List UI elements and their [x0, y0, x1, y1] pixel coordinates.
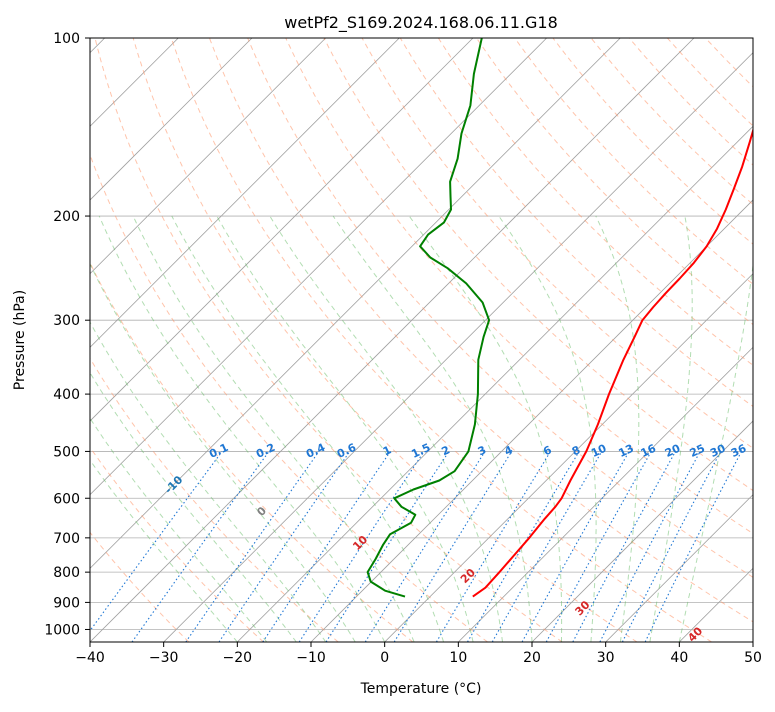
x-tick-label: −10 — [296, 650, 326, 666]
y-tick-label: 200 — [53, 209, 80, 225]
y-tick-label: 300 — [53, 313, 80, 329]
y-tick-label: 1000 — [44, 622, 80, 638]
y-axis-label: Pressure (hPa) — [12, 290, 28, 390]
x-tick-label: −40 — [75, 650, 105, 666]
x-tick-label: 0 — [380, 650, 389, 666]
y-tick-label: 100 — [53, 31, 80, 47]
y-tick-label: 400 — [53, 387, 80, 403]
y-tick-label: 800 — [53, 565, 80, 581]
chart-title: wetPf2_S169.2024.168.06.11.G18 — [284, 13, 558, 33]
y-tick-label: 900 — [53, 595, 80, 611]
x-tick-label: 50 — [744, 650, 762, 666]
x-tick-label: 40 — [670, 650, 688, 666]
x-axis-label: Temperature (°C) — [360, 681, 482, 697]
x-tick-label: 10 — [449, 650, 467, 666]
y-tick-label: 600 — [53, 491, 80, 507]
x-tick-label: 30 — [597, 650, 615, 666]
x-tick-label: 20 — [523, 650, 541, 666]
y-tick-label: 500 — [53, 444, 80, 460]
y-tick-label: 700 — [53, 531, 80, 547]
x-tick-label: −30 — [149, 650, 179, 666]
x-tick-label: −20 — [223, 650, 253, 666]
